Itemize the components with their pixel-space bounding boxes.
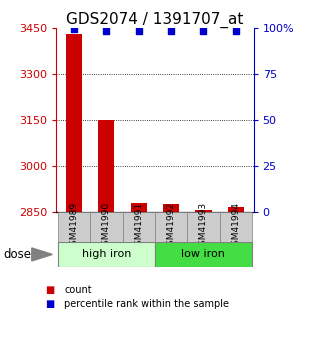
Text: GSM41993: GSM41993 (199, 202, 208, 252)
Text: GSM41992: GSM41992 (167, 202, 176, 252)
Polygon shape (32, 248, 52, 261)
Text: GSM41989: GSM41989 (69, 202, 78, 252)
Text: GSM41991: GSM41991 (134, 202, 143, 252)
Bar (155, 212, 187, 241)
Bar (187, 212, 220, 241)
Point (169, 29, 174, 34)
Bar (163, 204, 179, 212)
Bar (98, 120, 114, 212)
Text: high iron: high iron (82, 249, 131, 259)
Bar (220, 212, 252, 241)
Bar (131, 203, 147, 212)
Bar (90, 212, 123, 241)
Point (201, 29, 206, 34)
Title: GDS2074 / 1391707_at: GDS2074 / 1391707_at (66, 11, 244, 28)
Point (233, 29, 239, 34)
Text: percentile rank within the sample: percentile rank within the sample (64, 299, 229, 308)
Text: low iron: low iron (181, 249, 225, 259)
Bar (58, 212, 90, 241)
Text: count: count (64, 285, 92, 295)
Text: ■: ■ (45, 285, 54, 295)
Text: ■: ■ (45, 299, 54, 308)
Text: dose: dose (3, 248, 31, 261)
Point (104, 29, 109, 34)
Point (71, 27, 76, 32)
Bar (123, 212, 155, 241)
Text: GSM41994: GSM41994 (231, 202, 240, 252)
Bar (155, 241, 252, 267)
Bar (66, 34, 82, 212)
Bar (195, 210, 212, 212)
Bar (228, 207, 244, 212)
Point (136, 29, 141, 34)
Text: GSM41990: GSM41990 (102, 202, 111, 252)
Bar (58, 241, 155, 267)
